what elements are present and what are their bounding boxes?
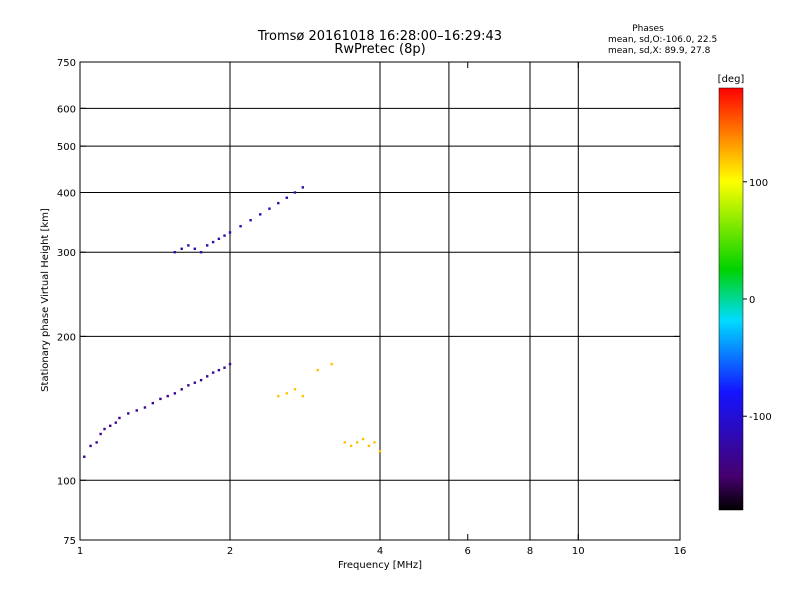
phases-line-o: mean, sd,O:-106.0, 22.5 — [608, 35, 717, 45]
data-point — [193, 247, 197, 250]
x-tick-label: 16 — [674, 546, 687, 557]
data-point — [293, 388, 297, 391]
data-point — [259, 213, 262, 216]
data-point — [301, 394, 305, 398]
data-point — [223, 366, 226, 369]
x-tick-label: 6 — [465, 546, 471, 557]
chart-subtitle: RwPretec (8p) — [334, 42, 425, 57]
data-point — [228, 362, 232, 366]
data-point — [143, 406, 147, 409]
data-point — [277, 201, 280, 205]
y-tick-label: 750 — [57, 58, 76, 69]
colorbar-tick-label: -100 — [749, 412, 772, 423]
data-point — [228, 231, 232, 234]
data-point — [83, 455, 86, 458]
data-point — [166, 394, 169, 398]
data-point — [99, 432, 102, 436]
x-tick-label: 1 — [77, 546, 83, 557]
data-point — [330, 362, 333, 366]
x-axis-title: Frequency [MHz] — [338, 560, 422, 571]
y-axis-title: Stationary phase Virtual Height [km] — [40, 208, 51, 392]
data-point — [378, 450, 382, 453]
data-point — [173, 392, 177, 395]
data-point — [180, 247, 183, 250]
data-point — [293, 191, 297, 194]
x-tick-label: 8 — [527, 546, 533, 557]
data-point — [239, 225, 242, 228]
data-point — [187, 244, 190, 247]
y-tick-label: 75 — [63, 536, 76, 547]
data-point — [151, 401, 155, 405]
chart-title: Tromsø 20161018 16:28:00–16:29:43 — [257, 29, 502, 44]
data-point — [285, 392, 288, 395]
colorbar-tick-label: 100 — [749, 178, 768, 189]
y-tick-label: 300 — [57, 248, 76, 259]
data-point — [199, 251, 203, 254]
phases-heading: Phases — [632, 24, 664, 34]
data-point — [249, 219, 252, 222]
data-point — [118, 416, 121, 420]
data-point — [301, 186, 305, 189]
colorbar-gradient — [718, 87, 744, 511]
colorbar: [deg] -100 0 100 — [718, 74, 772, 511]
data-point — [355, 441, 359, 444]
data-point — [127, 412, 130, 415]
y-tick-label: 400 — [57, 188, 76, 199]
data-point — [223, 234, 226, 237]
data-point — [173, 251, 177, 254]
data-point — [367, 444, 371, 448]
data-point — [109, 424, 112, 428]
data-point — [361, 437, 365, 441]
data-point — [285, 196, 288, 199]
y-tick-label: 100 — [57, 476, 76, 487]
y-tick-label: 200 — [57, 332, 76, 343]
data-point — [268, 207, 271, 210]
data-point — [103, 427, 106, 431]
data-point — [95, 441, 98, 444]
y-tick-label: 600 — [57, 104, 76, 115]
colorbar-label: [deg] — [718, 74, 745, 85]
data-points — [83, 186, 382, 458]
x-axis: 1 2 4 6 8 10 16 — [77, 62, 687, 557]
x-tick-label: 4 — [377, 546, 383, 557]
phases-line-x: mean, sd,X: 89.9, 27.8 — [608, 46, 711, 56]
grid — [80, 62, 680, 540]
data-point — [114, 421, 118, 424]
chart-header: Tromsø 20161018 16:28:00–16:29:43 RwPret… — [257, 24, 717, 57]
colorbar-tick-label: 0 — [749, 295, 755, 306]
data-point — [205, 244, 209, 247]
y-axis: 75 100 200 300 400 500 600 750 — [57, 58, 680, 547]
data-point — [135, 409, 138, 412]
data-point — [343, 441, 347, 444]
data-point — [211, 240, 215, 244]
data-point — [180, 388, 183, 391]
data-point — [349, 444, 353, 448]
data-point — [205, 375, 209, 378]
data-point — [373, 441, 376, 444]
data-point — [159, 397, 162, 401]
data-point — [316, 368, 319, 372]
data-point — [277, 394, 280, 398]
data-point — [211, 371, 215, 374]
data-point — [187, 384, 190, 387]
data-point — [199, 378, 203, 382]
y-tick-label: 500 — [57, 142, 76, 153]
data-point — [193, 381, 197, 384]
data-point — [217, 237, 221, 241]
x-tick-label: 10 — [572, 546, 585, 557]
data-point — [217, 368, 221, 372]
x-tick-label: 2 — [227, 546, 233, 557]
data-point — [89, 444, 92, 448]
